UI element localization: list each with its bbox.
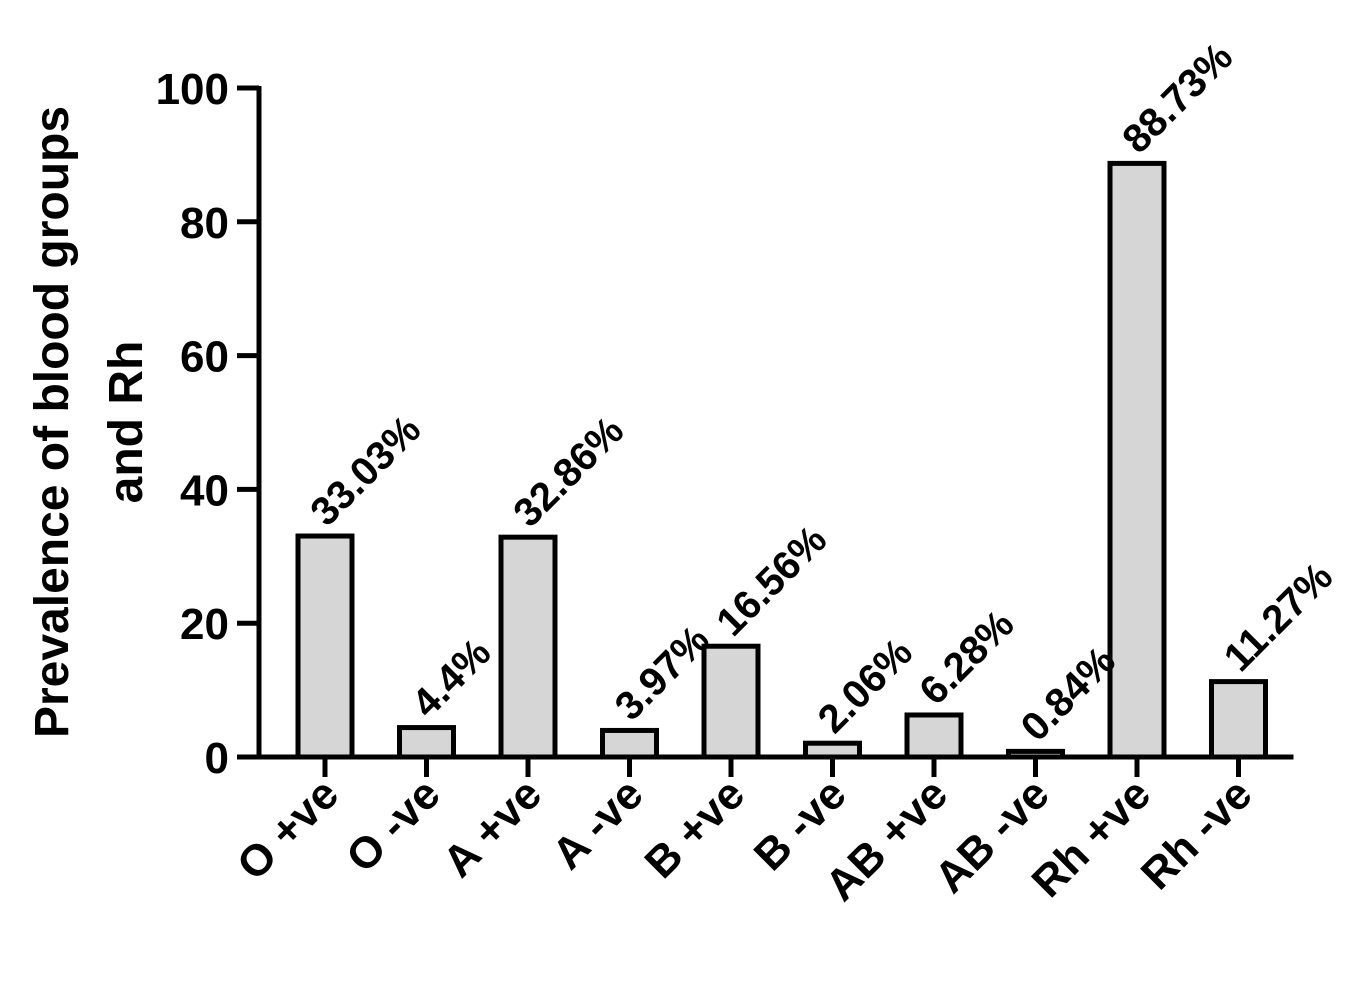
- y-tick-label-5: 100: [156, 65, 229, 114]
- bar-0: [295, 533, 355, 760]
- y-axis-title-line-2: and Rh: [100, 341, 153, 504]
- y-tick-label-1: 20: [180, 600, 229, 649]
- bars-group: [295, 160, 1268, 760]
- x-tick-label-9: Rh -ve: [1132, 769, 1262, 899]
- x-tick-label-2: A +ve: [434, 769, 551, 886]
- data-label-1: 4.4%: [404, 630, 500, 726]
- y-axis-title: Prevalence of blood groups and Rh: [26, 106, 153, 738]
- data-label-8: 88.73%: [1114, 35, 1241, 162]
- data-label-3: 3.97%: [607, 617, 718, 728]
- data-label-4: 16.56%: [708, 518, 835, 645]
- y-axis-title-line-1: Prevalence of blood groups: [26, 106, 79, 738]
- data-label-0: 33.03%: [302, 407, 429, 534]
- y-tick-label-3: 60: [180, 333, 229, 382]
- data-label-7: 0.84%: [1013, 638, 1124, 749]
- bar-4: [701, 643, 761, 760]
- bar-9: [1209, 679, 1268, 760]
- bar-1: [397, 725, 456, 760]
- bar-3: [600, 727, 659, 760]
- data-labels-group: 33.03% 4.4%32.86% 3.97%16.56%2.06%6.28%0.8…: [302, 35, 1341, 750]
- x-tick-label-0: O +ve: [228, 769, 348, 889]
- y-axis: 0 20 40 60 80 100: [156, 65, 262, 783]
- x-tick-label-1: O -ve: [337, 769, 449, 881]
- x-tick-label-3: A -ve: [543, 769, 653, 879]
- y-tick-label-0: 0: [205, 734, 229, 783]
- x-tick-label-4: B +ve: [636, 769, 755, 888]
- data-label-2: 32.86%: [505, 408, 632, 535]
- y-tick-label-4: 80: [180, 199, 229, 248]
- data-label-5: 2.06%: [810, 630, 921, 741]
- bar-2: [498, 534, 558, 760]
- data-label-6: 6.28%: [911, 602, 1022, 713]
- y-tick-label-2: 40: [180, 466, 229, 515]
- bar-6: [904, 712, 964, 760]
- data-label-9: 11.27%: [1216, 554, 1341, 679]
